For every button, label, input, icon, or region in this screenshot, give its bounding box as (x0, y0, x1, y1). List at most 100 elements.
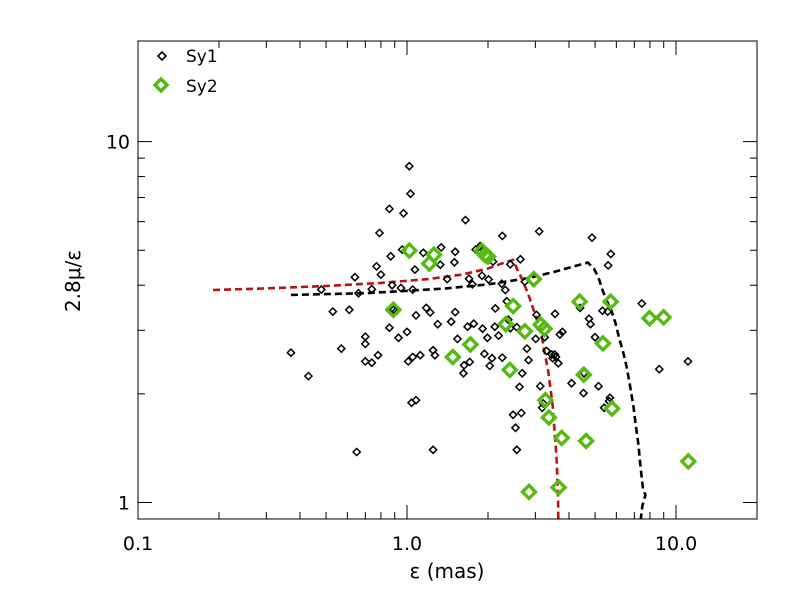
point-sy2 (603, 399, 621, 418)
point-sy1 (516, 408, 526, 418)
point-sy1 (477, 271, 487, 281)
point-sy2 (504, 297, 523, 316)
point-sy1 (350, 272, 360, 282)
point-sy1 (515, 254, 526, 264)
point-sy1 (353, 288, 364, 298)
point-sy1 (402, 327, 412, 337)
point-sy1 (531, 334, 541, 344)
point-sy2 (500, 360, 519, 379)
point-sy1 (418, 248, 428, 258)
point-sy1 (497, 279, 507, 289)
point-sy1 (408, 284, 418, 295)
point-sy1 (555, 329, 565, 340)
axis-ticks (137, 41, 758, 520)
point-sy1 (411, 395, 421, 405)
fit-curve-2 (212, 258, 560, 520)
point-sy2 (496, 315, 515, 334)
point-sy1 (553, 358, 563, 368)
point-sy1 (430, 350, 440, 360)
point-sy1 (523, 355, 534, 365)
point-sy1 (452, 334, 463, 344)
point-sy1 (578, 388, 589, 398)
point-sy1 (405, 189, 416, 199)
point-sy2 (479, 247, 497, 266)
point-sy1 (531, 310, 542, 320)
point-sy2 (640, 309, 659, 328)
point-sy1 (590, 332, 600, 342)
data-points (286, 161, 698, 501)
point-sy1 (534, 226, 544, 237)
point-sy2 (549, 478, 568, 497)
point-sy1 (460, 215, 471, 225)
point-sy1 (371, 261, 382, 272)
point-sy2 (570, 292, 589, 311)
point-sy1 (603, 306, 613, 317)
point-sy1 (446, 317, 456, 327)
point-sy2 (515, 322, 534, 341)
point-sy1 (605, 393, 615, 403)
point-sy1 (508, 410, 518, 420)
legend-item-sy2: Sy2 (152, 76, 218, 97)
point-sy1 (566, 378, 577, 388)
point-sy1 (550, 349, 560, 360)
point-sy1 (497, 352, 507, 363)
point-sy1 (458, 368, 469, 378)
point-sy1 (421, 303, 431, 313)
point-sy1 (459, 360, 469, 370)
point-sy1 (517, 368, 527, 378)
point-sy1 (393, 333, 404, 343)
point-sy1 (477, 324, 488, 334)
point-sy1 (551, 352, 561, 362)
legend-label-sy2: Sy2 (186, 77, 218, 97)
point-sy1 (286, 348, 296, 358)
x-axis-title: ε (mas) (410, 559, 485, 583)
legend: Sy1 Sy2 (152, 47, 218, 97)
point-sy1 (384, 204, 395, 214)
point-sy1 (336, 343, 346, 354)
point-sy1 (398, 208, 409, 218)
x-tick-label: 1.0 (392, 533, 422, 555)
point-sy1 (328, 306, 338, 317)
point-sy1 (485, 361, 495, 371)
point-sy1 (603, 260, 613, 271)
point-sy1 (386, 251, 396, 261)
legend-item-sy1: Sy1 (156, 47, 218, 67)
point-sy1 (450, 307, 460, 317)
point-sy2 (425, 245, 443, 264)
point-sy1 (683, 356, 693, 367)
legend-label-sy1: Sy1 (186, 47, 218, 67)
point-sy2 (577, 432, 596, 450)
point-sy1 (464, 274, 474, 284)
point-sy1 (410, 264, 420, 275)
point-sy1 (396, 283, 406, 293)
point-sy1 (425, 307, 435, 318)
point-sy1 (483, 274, 494, 285)
plot-frame (137, 40, 758, 520)
point-sy2 (524, 270, 543, 289)
point-sy1 (654, 364, 664, 374)
y-axis-title: 2.8μ/ε (61, 250, 85, 312)
point-sy1 (500, 285, 510, 295)
point-sy1 (428, 445, 438, 455)
point-sy1 (415, 350, 425, 360)
x-tick-label: 10.0 (655, 533, 697, 555)
point-sy1 (373, 350, 383, 360)
point-sy1 (541, 346, 552, 356)
point-sy1 (550, 309, 560, 319)
point-sy1 (514, 382, 525, 392)
point-sy1 (505, 259, 515, 269)
point-sy1 (585, 319, 596, 329)
point-sy1 (540, 332, 550, 342)
point-sy1 (547, 349, 557, 360)
point-sy1 (352, 447, 362, 457)
y-tick-label: 10 (106, 132, 130, 154)
point-sy1 (479, 349, 490, 359)
point-sy1 (387, 280, 397, 290)
point-sy1 (510, 423, 521, 433)
fit-curves (212, 258, 647, 520)
point-sy1 (587, 232, 597, 243)
x-tick-label: 0.1 (123, 533, 153, 555)
point-sy1 (487, 353, 497, 363)
point-sy2 (461, 335, 480, 354)
